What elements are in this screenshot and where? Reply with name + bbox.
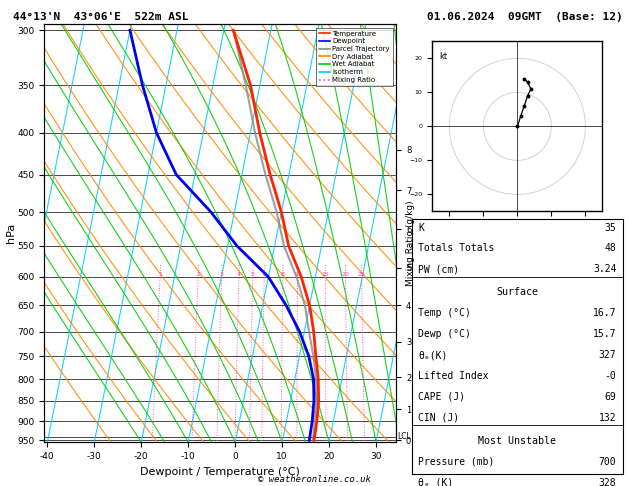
Text: Surface: Surface [496,287,538,297]
Text: θₑ(K): θₑ(K) [418,350,448,360]
Text: 2: 2 [196,272,200,277]
Text: 4: 4 [237,272,241,277]
Text: -0: -0 [604,371,616,381]
Text: 48: 48 [604,243,616,254]
Text: 700: 700 [599,457,616,467]
Text: © weatheronline.co.uk: © weatheronline.co.uk [258,474,371,484]
Text: Totals Totals: Totals Totals [418,243,494,254]
Text: 132: 132 [599,413,616,423]
Text: kt: kt [439,52,447,61]
Legend: Temperature, Dewpoint, Parcel Trajectory, Dry Adiabat, Wet Adiabat, Isotherm, Mi: Temperature, Dewpoint, Parcel Trajectory… [316,28,392,86]
Text: Lifted Index: Lifted Index [418,371,489,381]
Text: Mixing Ratio (g/kg): Mixing Ratio (g/kg) [406,200,415,286]
Text: θₑ (K): θₑ (K) [418,478,454,486]
Text: LCL: LCL [398,432,411,441]
Text: Temp (°C): Temp (°C) [418,308,471,318]
Text: CIN (J): CIN (J) [418,413,459,423]
Y-axis label: km
ASL: km ASL [414,224,436,243]
Text: 6: 6 [262,272,266,277]
Text: 3: 3 [220,272,224,277]
Text: 25: 25 [358,272,365,277]
Text: CAPE (J): CAPE (J) [418,392,465,402]
Text: 8: 8 [281,272,285,277]
Text: 15: 15 [321,272,329,277]
Text: 69: 69 [604,392,616,402]
Text: 01.06.2024  09GMT  (Base: 12): 01.06.2024 09GMT (Base: 12) [427,12,623,22]
Text: 3.24: 3.24 [593,264,616,275]
Text: 1: 1 [158,272,162,277]
Text: Most Unstable: Most Unstable [478,436,557,446]
Text: 20: 20 [342,272,350,277]
Text: 44°13'N  43°06'E  522m ASL: 44°13'N 43°06'E 522m ASL [13,12,188,22]
Text: K: K [418,223,424,232]
Text: Dewp (°C): Dewp (°C) [418,329,471,339]
Text: 328: 328 [599,478,616,486]
Text: 15.7: 15.7 [593,329,616,339]
X-axis label: Dewpoint / Temperature (°C): Dewpoint / Temperature (°C) [140,467,300,477]
Text: 327: 327 [599,350,616,360]
Text: PW (cm): PW (cm) [418,264,459,275]
Text: 10: 10 [294,272,301,277]
Text: Pressure (mb): Pressure (mb) [418,457,494,467]
Text: 5: 5 [251,272,255,277]
Text: 16.7: 16.7 [593,308,616,318]
Text: 35: 35 [604,223,616,232]
Y-axis label: hPa: hPa [6,223,16,243]
